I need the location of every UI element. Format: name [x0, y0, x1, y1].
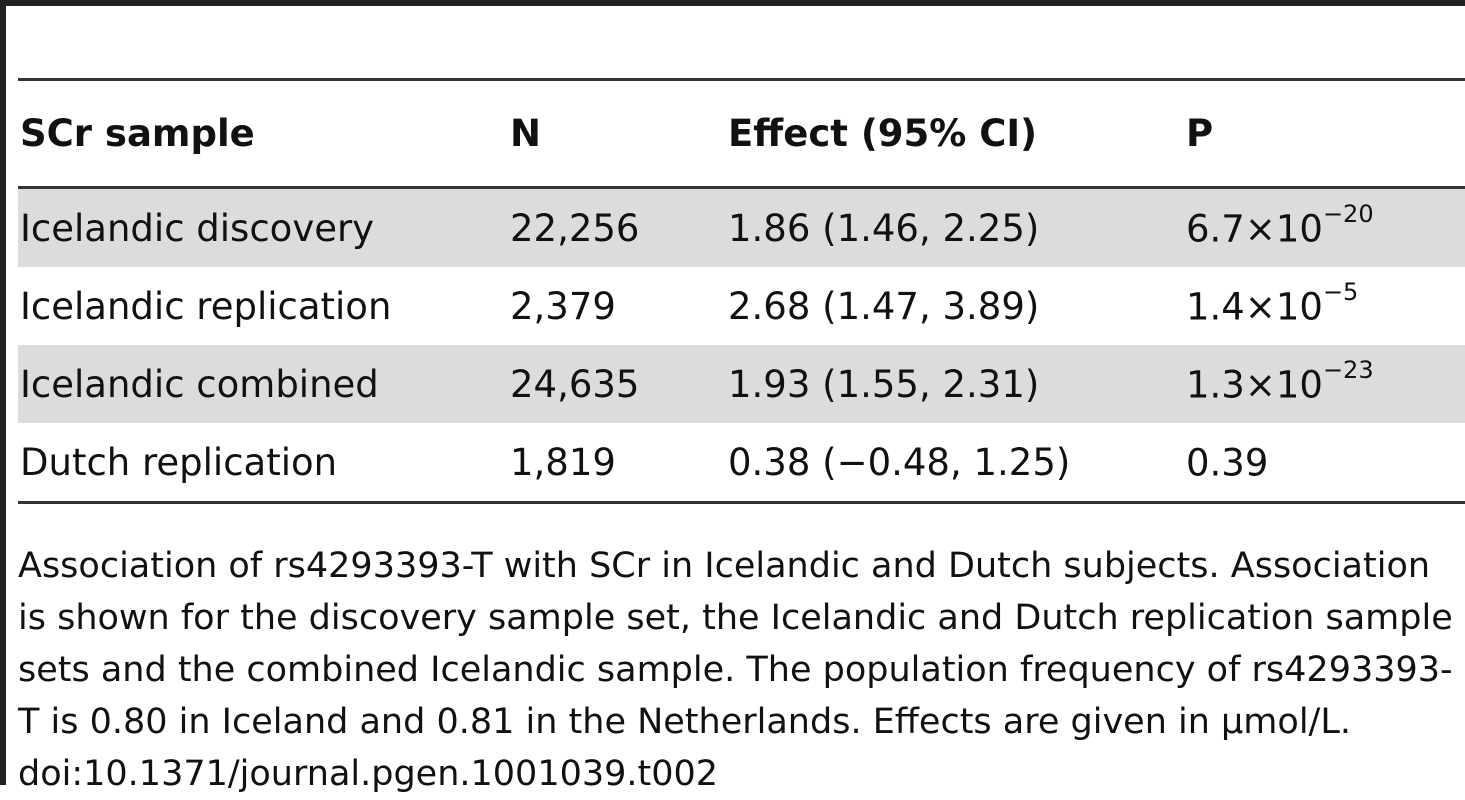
left-border-rule	[0, 0, 6, 785]
cell-p: 1.3×10−23	[1184, 345, 1465, 423]
cell-n: 2,379	[510, 284, 616, 328]
cell-effect: 2.68 (1.47, 3.89)	[728, 284, 1040, 328]
cell-n: 1,819	[510, 440, 616, 484]
cell-sample: Dutch replication	[20, 440, 338, 484]
results-table: SCr sample N Effect (95% CI) P Icelandic…	[18, 78, 1465, 504]
results-table-container: SCr sample N Effect (95% CI) P Icelandic…	[18, 78, 1465, 504]
cell-p: 0.39	[1184, 423, 1465, 503]
p-value-base: 1.4×10	[1186, 285, 1323, 329]
cell-sample: Icelandic replication	[20, 284, 392, 328]
table-header-row: SCr sample N Effect (95% CI) P	[18, 79, 1465, 188]
cell-effect: 1.86 (1.46, 2.25)	[726, 187, 1184, 267]
cell-effect: 0.38 (−0.48, 1.25)	[728, 440, 1071, 484]
caption-doi: doi:10.1371/journal.pgen.1001039.t002	[18, 754, 719, 794]
top-border-rule	[6, 0, 1465, 6]
column-header-p: P	[1186, 112, 1214, 155]
p-value-base: 1.3×10	[1186, 363, 1323, 407]
caption-text: Association of rs4293393-T with SCr in I…	[18, 546, 1453, 742]
cell-p: 1.4×10−5	[1184, 267, 1465, 345]
table-row: Icelandic discovery 22,256 1.86 (1.46, 2…	[18, 187, 1465, 267]
table-row: Icelandic replication 2,379 2.68 (1.47, …	[18, 267, 1465, 345]
cell-effect: 1.93 (1.55, 2.31)	[726, 345, 1184, 423]
p-value-exponent: −5	[1322, 277, 1359, 306]
table-caption: Association of rs4293393-T with SCr in I…	[18, 540, 1465, 800]
column-header-n: N	[510, 112, 541, 155]
column-header-sample: SCr sample	[20, 112, 255, 155]
p-value-base: 0.39	[1186, 441, 1269, 485]
cell-sample: Icelandic discovery	[18, 187, 508, 267]
cell-n: 24,635	[508, 345, 726, 423]
cell-n: 22,256	[508, 187, 726, 267]
p-value-exponent: −20	[1322, 199, 1374, 228]
table-row: Dutch replication 1,819 0.38 (−0.48, 1.2…	[18, 423, 1465, 503]
cell-p: 6.7×10−20	[1184, 187, 1465, 267]
p-value-exponent: −23	[1322, 355, 1374, 384]
cell-sample: Icelandic combined	[18, 345, 508, 423]
column-header-effect: Effect (95% CI)	[728, 112, 1038, 155]
p-value-base: 6.7×10	[1186, 207, 1323, 251]
table-row: Icelandic combined 24,635 1.93 (1.55, 2.…	[18, 345, 1465, 423]
